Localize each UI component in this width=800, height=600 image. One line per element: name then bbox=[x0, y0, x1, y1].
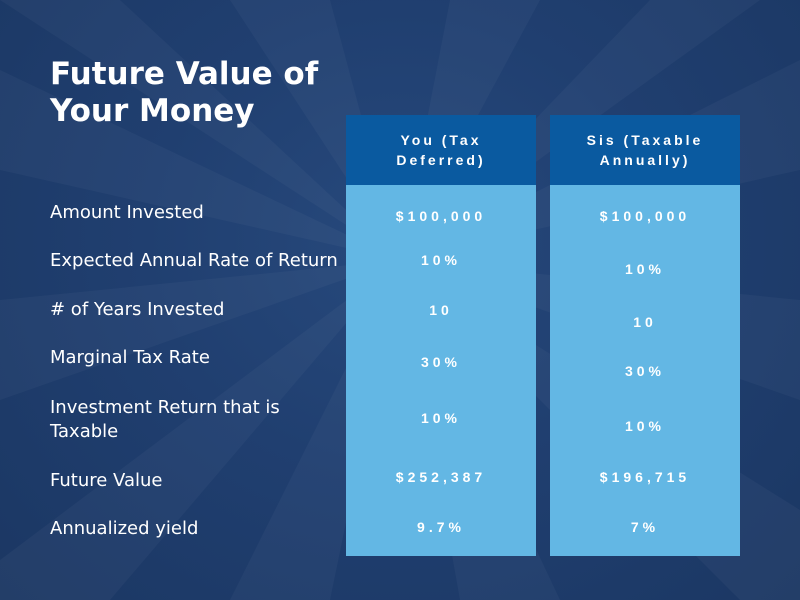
cell-sis-taxable-return: 10% bbox=[624, 418, 666, 434]
cell-sis-annualized-yield: 7% bbox=[630, 519, 660, 535]
row-label-expected-return: Expected Annual Rate of Return bbox=[50, 250, 338, 271]
cell-you-years-invested: 10 bbox=[429, 302, 453, 318]
column-header-sis: Sis (Taxable Annually) bbox=[550, 115, 740, 185]
row-label-years-invested: # of Years Invested bbox=[50, 299, 225, 320]
column-header-you: You (Tax Deferred) bbox=[346, 115, 536, 185]
cell-sis-marginal-tax-rate: 30% bbox=[624, 363, 666, 379]
column-you-tax-deferred: You (Tax Deferred) $100,000 10% 10 30% 1… bbox=[346, 115, 536, 556]
cell-sis-years-invested: 10 bbox=[633, 314, 657, 330]
cell-you-expected-return: 10% bbox=[420, 252, 462, 268]
row-label-amount-invested: Amount Invested bbox=[50, 202, 204, 223]
column-sis-taxable-annually: Sis (Taxable Annually) $100,000 10% 10 3… bbox=[550, 115, 740, 556]
row-label-future-value: Future Value bbox=[50, 470, 163, 491]
cell-sis-expected-return: 10% bbox=[624, 261, 666, 277]
cell-you-annualized-yield: 9.7% bbox=[417, 519, 465, 535]
cell-you-marginal-tax-rate: 30% bbox=[420, 354, 462, 370]
cell-you-taxable-return: 10% bbox=[420, 410, 462, 426]
row-label-taxable-return: Investment Return that is Taxable bbox=[50, 397, 280, 442]
row-label-marginal-tax-rate: Marginal Tax Rate bbox=[50, 347, 210, 368]
cell-you-future-value: $252,387 bbox=[395, 469, 487, 485]
cell-sis-future-value: $196,715 bbox=[599, 469, 691, 485]
cell-you-amount-invested: $100,000 bbox=[395, 208, 487, 224]
slide-title: Future Value of Your Money bbox=[50, 56, 319, 129]
cell-sis-amount-invested: $100,000 bbox=[599, 208, 691, 224]
row-label-annualized-yield: Annualized yield bbox=[50, 518, 199, 539]
